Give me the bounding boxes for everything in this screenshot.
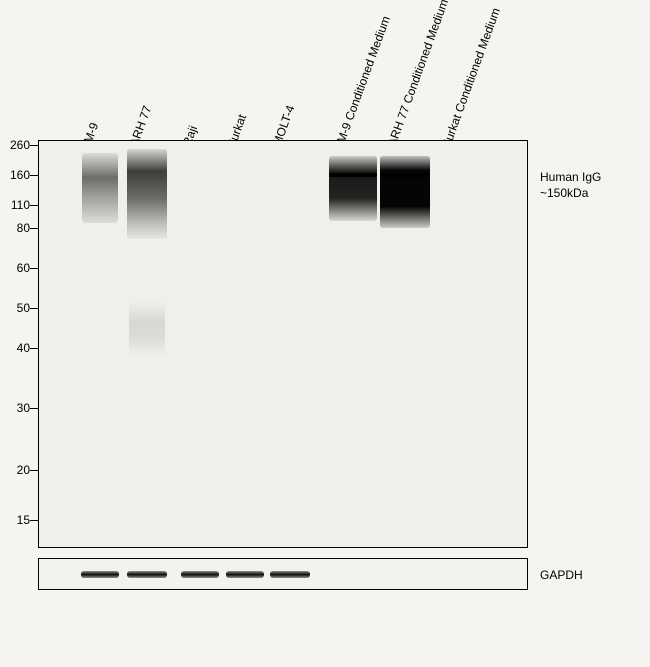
mw-marker-tick (30, 348, 38, 349)
mw-marker-tick (30, 175, 38, 176)
gapdh-band (226, 571, 264, 578)
lane-label: IM-9 Conditioned Medium (333, 14, 393, 148)
mw-marker-tick (30, 308, 38, 309)
lane-label: Jurkat Conditioned Medium (440, 6, 503, 148)
blot-band (129, 301, 165, 356)
gapdh-band (270, 571, 310, 578)
mw-marker-label: 15 (2, 513, 30, 527)
lane-label: ARH 77 Conditioned Medium (385, 0, 451, 148)
mw-marker-tick (30, 268, 38, 269)
mw-marker-label: 110 (2, 198, 30, 212)
right-annotation-line2: ~150kDa (540, 186, 601, 202)
blot-band (82, 153, 118, 223)
blot-band (329, 156, 377, 221)
mw-marker-tick (30, 205, 38, 206)
blot-band (380, 156, 430, 228)
mw-marker-tick (30, 145, 38, 146)
mw-marker-label: 160 (2, 168, 30, 182)
gapdh-label: GAPDH (540, 568, 583, 582)
mw-marker-tick (30, 408, 38, 409)
right-annotation: Human IgG ~150kDa (540, 170, 601, 201)
right-annotation-line1: Human IgG (540, 170, 601, 186)
mw-marker-tick (30, 228, 38, 229)
blot-band-sharp (380, 173, 430, 177)
mw-marker-label: 260 (2, 138, 30, 152)
gapdh-blot (38, 558, 528, 590)
mw-marker-label: 80 (2, 221, 30, 235)
main-blot (38, 140, 528, 548)
blot-band-sharp (329, 173, 377, 177)
gapdh-band (127, 571, 167, 578)
mw-marker-label: 40 (2, 341, 30, 355)
gapdh-band (181, 571, 219, 578)
mw-marker-tick (30, 520, 38, 521)
mw-marker-tick (30, 470, 38, 471)
mw-marker-label: 60 (2, 261, 30, 275)
gapdh-band (81, 571, 119, 578)
mw-marker-label: 30 (2, 401, 30, 415)
mw-marker-label: 20 (2, 463, 30, 477)
mw-marker-label: 50 (2, 301, 30, 315)
blot-band (127, 149, 167, 239)
